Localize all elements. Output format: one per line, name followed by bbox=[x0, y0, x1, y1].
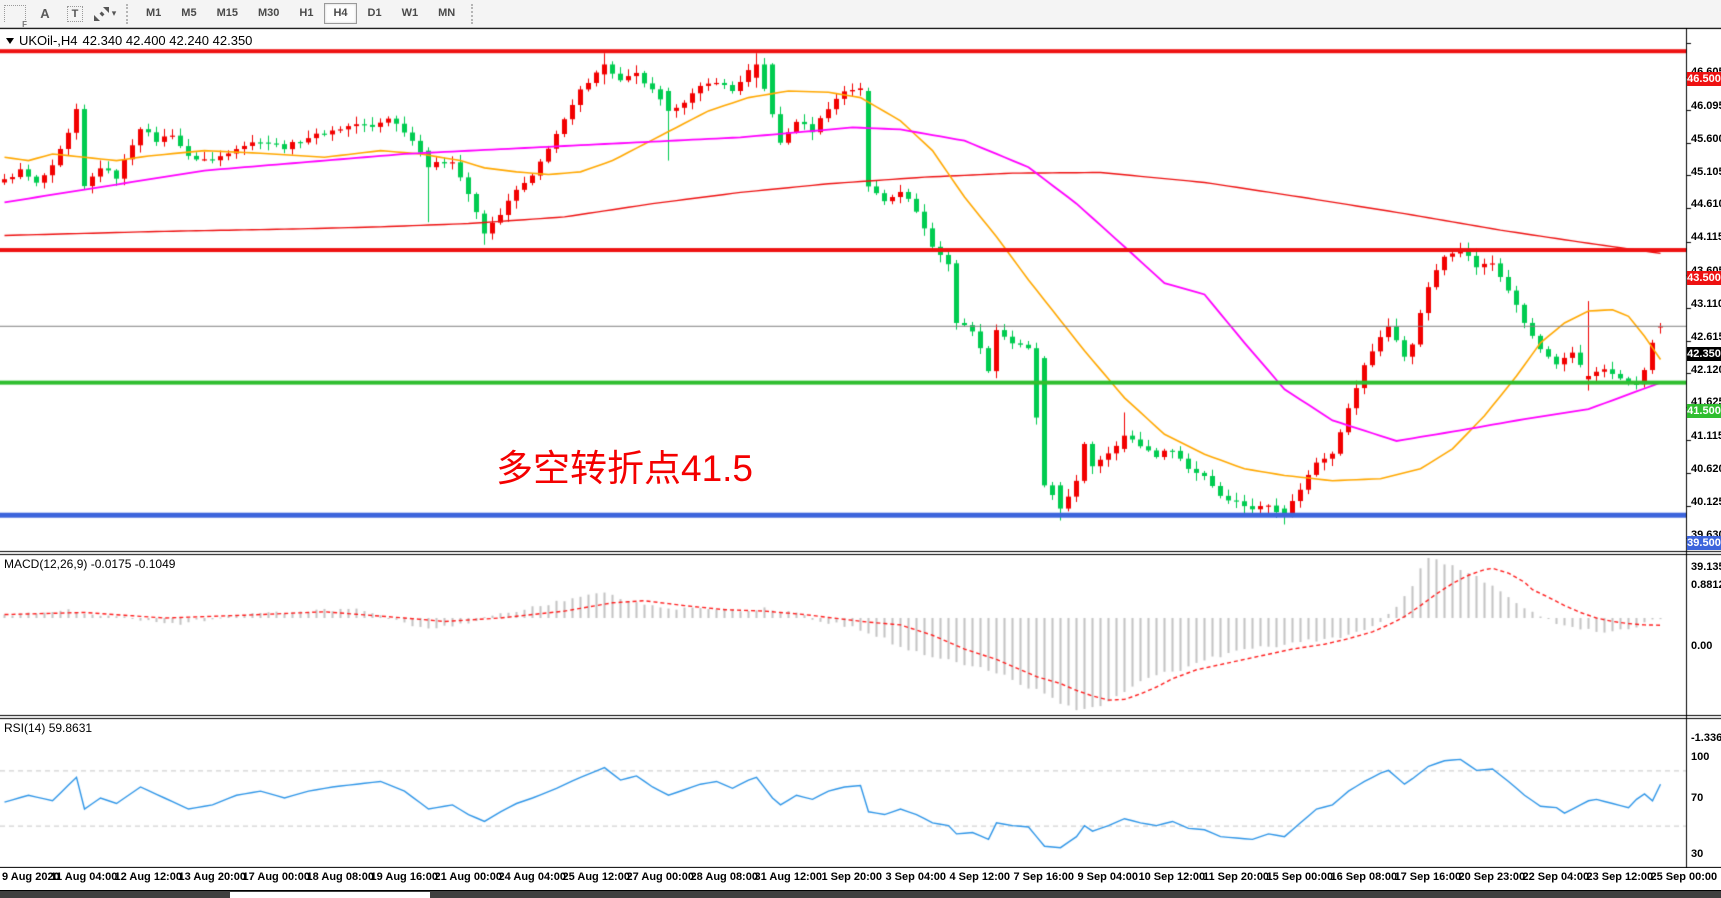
chart-ohlc-readout: UKOil-,H4 42.340 42.400 42.240 42.350 bbox=[6, 33, 252, 48]
date-tick-label: 9 Aug 2020 bbox=[2, 871, 60, 883]
date-tick-label: 20 Sep 23:00 bbox=[1458, 871, 1526, 883]
price-tick-label: 42.615 bbox=[1691, 330, 1721, 343]
indicator-tick-label: 100 bbox=[1691, 751, 1710, 763]
date-tick-label: 23 Sep 12:00 bbox=[1586, 871, 1654, 883]
price-tick-label: 40.620 bbox=[1691, 462, 1721, 475]
price-tick-label: 41.115 bbox=[1691, 430, 1721, 443]
ohlc-values: 42.340 42.400 42.240 42.350 bbox=[82, 33, 253, 48]
price-line-badge-39.500: 39.500 bbox=[1687, 536, 1721, 551]
date-tick-label: 19 Aug 16:00 bbox=[370, 871, 438, 883]
timeframe-button-mn[interactable]: MN bbox=[429, 3, 464, 24]
symbol-dropdown-icon[interactable] bbox=[6, 37, 14, 44]
date-tick-label: 7 Sep 16:00 bbox=[1013, 871, 1075, 883]
date-tick-label: 10 Sep 12:00 bbox=[1138, 871, 1206, 883]
dashed-frame-f-icon[interactable]: F bbox=[3, 3, 27, 29]
text-label-a-icon[interactable]: A bbox=[40, 6, 50, 21]
timeframe-button-m30[interactable]: M30 bbox=[249, 3, 288, 24]
price-line-badge-42.350: 42.350 bbox=[1687, 347, 1721, 362]
date-tick-label: 11 Aug 04:00 bbox=[50, 871, 118, 883]
date-tick-label: 18 Aug 08:00 bbox=[306, 871, 374, 883]
date-tick-label: 21 Aug 00:00 bbox=[434, 871, 502, 883]
arrow-tools-icon[interactable]: ▾ bbox=[93, 3, 117, 25]
date-tick-label: 16 Sep 08:00 bbox=[1330, 871, 1398, 883]
rsi-indicator-label: RSI(14) 59.8631 bbox=[4, 721, 93, 735]
chart-text-annotation[interactable]: 多空转折点41.5 bbox=[496, 448, 754, 489]
date-tick-label: 12 Aug 12:00 bbox=[114, 871, 182, 883]
indicator-tick-label: 30 bbox=[1691, 847, 1704, 860]
timeframe-button-m1[interactable]: M1 bbox=[137, 3, 170, 24]
timeframe-button-w1[interactable]: W1 bbox=[393, 3, 428, 24]
date-tick-label: 15 Sep 00:00 bbox=[1266, 871, 1334, 883]
timeframe-button-m15[interactable]: M15 bbox=[208, 3, 247, 24]
date-axis[interactable]: 9 Aug 2020 11 Aug 04:00 12 Aug 12:00 13 Aug… bbox=[0, 868, 1721, 890]
date-tick-label: 27 Aug 00:00 bbox=[626, 871, 694, 883]
date-tick-label: 31 Aug 12:00 bbox=[754, 871, 822, 883]
price-tick-label: 39.135 bbox=[1691, 561, 1721, 574]
date-tick-label: 3 Sep 04:00 bbox=[885, 871, 947, 883]
timeframe-button-h4[interactable]: H4 bbox=[324, 3, 357, 24]
indicator-tick-label: 0.00 bbox=[1691, 640, 1713, 652]
date-tick-label: 25 Aug 12:00 bbox=[562, 871, 630, 883]
date-tick-label: 11 Sep 20:00 bbox=[1203, 871, 1270, 883]
text-box-t-icon[interactable]: T bbox=[63, 3, 87, 25]
toolbar-separator bbox=[126, 3, 130, 24]
indicator-tick-label: 0.8812 bbox=[1691, 579, 1721, 592]
timeframe-toolbar: M1 M5 M15 M30 H1 H4 D1 W1 MN bbox=[136, 0, 465, 28]
timeframe-button-h1[interactable]: H1 bbox=[290, 3, 322, 24]
macd-indicator-label: MACD(12,26,9) -0.0175 -0.1049 bbox=[4, 557, 176, 571]
price-tick-label: 45.105 bbox=[1691, 165, 1721, 178]
date-tick-label: 13 Aug 20:00 bbox=[178, 871, 246, 883]
toolbar-separator bbox=[471, 3, 475, 24]
date-tick-label: 1 Sep 20:00 bbox=[821, 871, 883, 883]
price-tick-label: 43.110 bbox=[1691, 297, 1721, 310]
timeframe-button-d1[interactable]: D1 bbox=[359, 3, 391, 24]
date-tick-label: 9 Sep 04:00 bbox=[1077, 871, 1139, 883]
date-tick-label: 28 Aug 08:00 bbox=[690, 871, 758, 883]
scrollbar-thumb[interactable] bbox=[230, 892, 430, 898]
indicator-tick-label: -1.3368 bbox=[1691, 732, 1721, 745]
date-tick-label: 24 Aug 04:00 bbox=[498, 871, 566, 883]
price-tick-label: 40.125 bbox=[1691, 495, 1721, 508]
date-tick-label: 25 Sep 00:00 bbox=[1650, 871, 1718, 883]
price-tick-label: 44.115 bbox=[1691, 231, 1721, 244]
date-tick-label: 17 Sep 16:00 bbox=[1394, 871, 1462, 883]
horizontal-scrollbar[interactable] bbox=[0, 890, 1721, 898]
timeframe-button-m5[interactable]: M5 bbox=[172, 3, 205, 24]
dropdown-caret-icon[interactable]: ▾ bbox=[111, 8, 117, 18]
price-tick-label: 45.600 bbox=[1691, 132, 1721, 145]
price-tick-label: 46.095 bbox=[1691, 100, 1721, 113]
indicator-tick-label: 70 bbox=[1691, 792, 1704, 805]
price-line-badge-46.500: 46.500 bbox=[1687, 72, 1721, 87]
price-tick-label: 42.120 bbox=[1691, 363, 1721, 376]
price-line-badge-41.500: 41.500 bbox=[1687, 403, 1721, 418]
date-tick-label: 17 Aug 00:00 bbox=[242, 871, 310, 883]
date-tick-label: 4 Sep 12:00 bbox=[949, 871, 1011, 883]
symbol-period-label: UKOil-,H4 bbox=[19, 33, 78, 48]
toolbar: F A T ▾ M1 M5 M15 M30 H1 H4 D1 W1 MN bbox=[0, 0, 1721, 29]
chart-canvas[interactable] bbox=[0, 28, 1721, 898]
date-tick-label: 22 Sep 04:00 bbox=[1522, 871, 1590, 883]
price-line-badge-43.500: 43.500 bbox=[1687, 271, 1721, 286]
price-tick-label: 44.610 bbox=[1691, 198, 1721, 211]
arrows-glyph bbox=[93, 6, 109, 21]
chart-window: UKOil-,H4 42.340 42.400 42.240 42.350 多空… bbox=[0, 28, 1721, 898]
